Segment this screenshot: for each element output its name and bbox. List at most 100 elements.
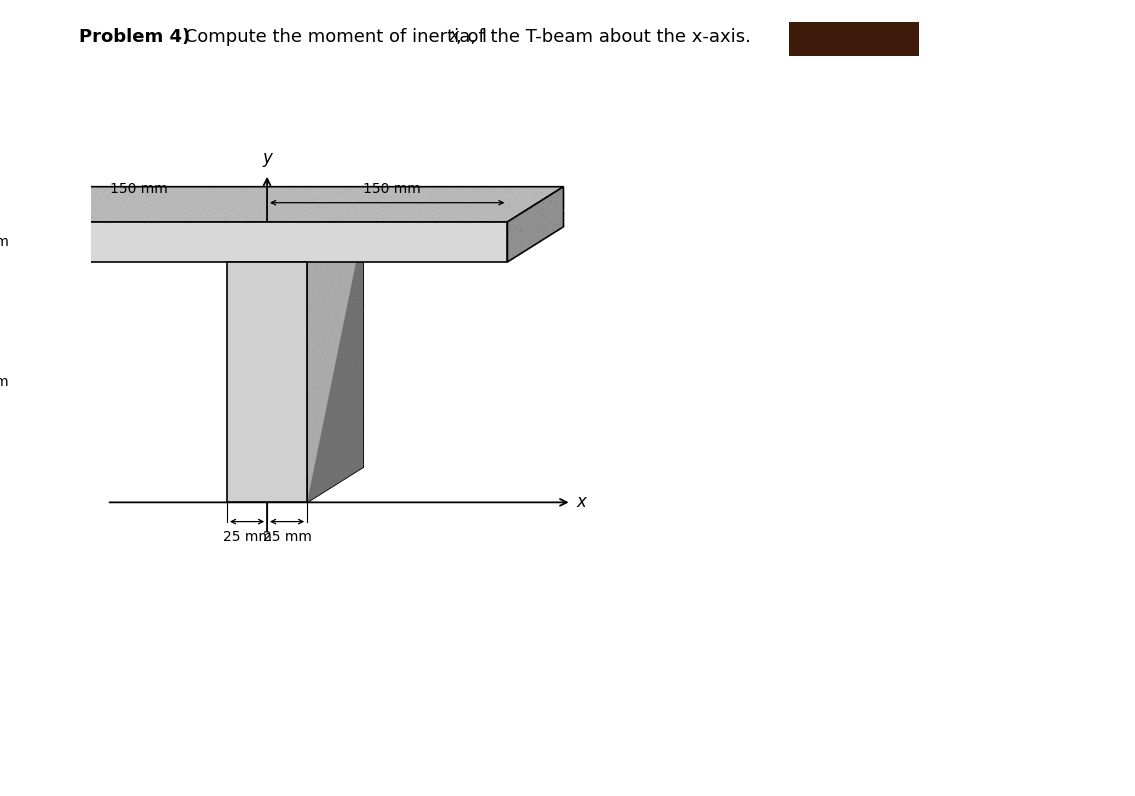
Point bbox=[212, 210, 230, 223]
Point bbox=[445, 201, 463, 214]
Point bbox=[359, 191, 377, 204]
Point bbox=[319, 330, 337, 342]
Point bbox=[348, 288, 367, 301]
Point bbox=[334, 211, 352, 224]
Point bbox=[422, 194, 440, 207]
Point bbox=[404, 183, 422, 196]
Text: 300 mm: 300 mm bbox=[0, 375, 9, 389]
Point bbox=[381, 200, 400, 213]
Point bbox=[225, 197, 243, 210]
Point bbox=[376, 197, 394, 210]
Point bbox=[112, 208, 131, 220]
Point bbox=[508, 182, 527, 195]
Point bbox=[522, 219, 540, 232]
Point bbox=[553, 220, 571, 233]
Text: x: x bbox=[577, 494, 586, 511]
Point bbox=[535, 232, 553, 244]
Point bbox=[513, 199, 531, 212]
Point bbox=[271, 213, 289, 226]
Point bbox=[521, 239, 539, 252]
Point bbox=[59, 197, 77, 210]
Point bbox=[68, 187, 86, 200]
Point bbox=[451, 209, 469, 221]
Point bbox=[513, 224, 531, 236]
Point bbox=[499, 223, 518, 236]
Point bbox=[344, 361, 362, 374]
Point bbox=[355, 205, 373, 218]
Point bbox=[330, 276, 348, 289]
Point bbox=[351, 410, 369, 423]
Point bbox=[543, 222, 561, 235]
Point bbox=[86, 196, 104, 209]
Point bbox=[451, 197, 469, 209]
Point bbox=[554, 216, 572, 228]
Point bbox=[353, 253, 371, 266]
Point bbox=[518, 206, 536, 219]
Point bbox=[501, 185, 519, 198]
Point bbox=[531, 204, 549, 217]
Point bbox=[473, 211, 491, 224]
Point bbox=[528, 236, 546, 248]
Point bbox=[222, 205, 241, 217]
Point bbox=[218, 213, 236, 226]
Point bbox=[225, 203, 243, 216]
Point bbox=[65, 213, 83, 226]
Point bbox=[538, 223, 556, 236]
Point bbox=[338, 389, 356, 402]
Point bbox=[316, 188, 334, 201]
Point bbox=[505, 214, 523, 227]
Point bbox=[367, 187, 385, 200]
Point bbox=[518, 231, 536, 244]
Point bbox=[370, 207, 388, 220]
Point bbox=[527, 205, 545, 217]
Point bbox=[301, 477, 319, 490]
Text: x: x bbox=[449, 28, 459, 43]
Point bbox=[266, 186, 284, 199]
Point bbox=[304, 384, 322, 396]
Point bbox=[494, 207, 512, 220]
Point bbox=[486, 183, 504, 196]
Point bbox=[348, 211, 367, 224]
Point bbox=[356, 195, 375, 208]
Point bbox=[354, 189, 372, 202]
Point bbox=[328, 357, 346, 370]
Point bbox=[202, 185, 220, 197]
Point bbox=[329, 388, 347, 400]
Point bbox=[337, 387, 355, 400]
Polygon shape bbox=[227, 262, 308, 502]
Point bbox=[543, 193, 561, 206]
Point bbox=[501, 218, 519, 231]
Polygon shape bbox=[507, 187, 563, 262]
Point bbox=[329, 213, 347, 225]
Point bbox=[157, 203, 175, 216]
Point bbox=[175, 213, 193, 226]
Point bbox=[224, 198, 242, 211]
Point bbox=[305, 413, 323, 426]
Point bbox=[320, 272, 338, 285]
Point bbox=[327, 470, 345, 483]
Point bbox=[100, 192, 118, 205]
Point bbox=[550, 215, 569, 228]
Point bbox=[303, 283, 321, 296]
Point bbox=[352, 192, 370, 205]
Point bbox=[531, 185, 549, 198]
Point bbox=[86, 189, 104, 202]
Point bbox=[338, 204, 356, 217]
Point bbox=[550, 218, 569, 231]
Point bbox=[257, 195, 275, 208]
Point bbox=[329, 209, 347, 222]
Point bbox=[501, 199, 519, 212]
Point bbox=[117, 206, 135, 219]
Point bbox=[335, 364, 353, 377]
Point bbox=[326, 416, 344, 429]
Point bbox=[42, 213, 60, 225]
Point bbox=[93, 193, 111, 206]
Point bbox=[546, 188, 564, 201]
Point bbox=[507, 222, 526, 235]
Point bbox=[533, 201, 552, 214]
Point bbox=[310, 429, 328, 442]
Point bbox=[533, 197, 552, 209]
Point bbox=[213, 201, 232, 213]
Point bbox=[554, 204, 572, 217]
Point bbox=[382, 181, 401, 193]
